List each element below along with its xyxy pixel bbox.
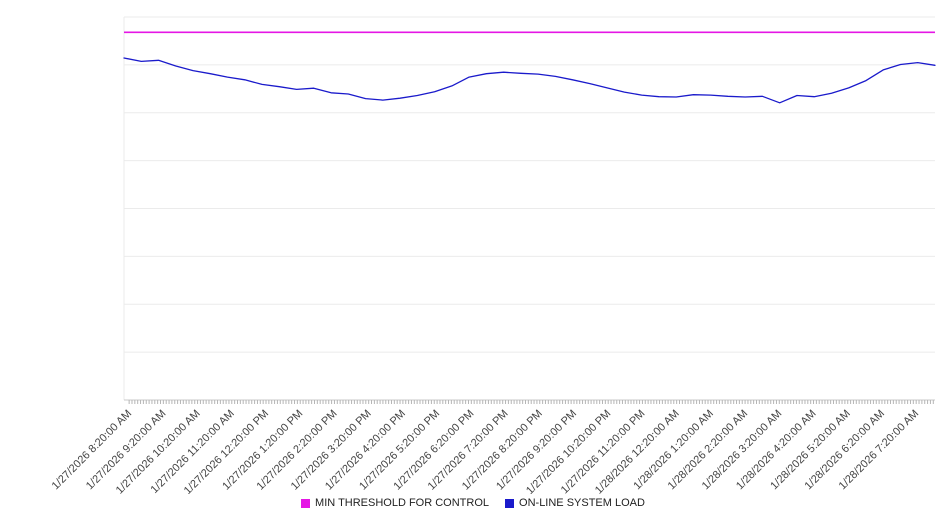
legend-label-min-threshold: MIN THRESHOLD FOR CONTROL bbox=[315, 497, 490, 509]
legend-item-online-system-load[interactable]: ON-LINE SYSTEM LOAD bbox=[505, 497, 645, 509]
legend-label-online-system-load: ON-LINE SYSTEM LOAD bbox=[519, 497, 645, 509]
chart-legend: MIN THRESHOLD FOR CONTROL ON-LINE SYSTEM… bbox=[0, 497, 946, 509]
legend-item-min-threshold[interactable]: MIN THRESHOLD FOR CONTROL bbox=[301, 497, 489, 509]
line-chart: 1/27/2026 8:20:00 AM1/27/2026 9:20:00 AM… bbox=[50, 16, 936, 494]
legend-swatch-min-threshold-icon bbox=[301, 498, 311, 508]
legend-swatch-online-system-load-icon bbox=[505, 498, 515, 508]
